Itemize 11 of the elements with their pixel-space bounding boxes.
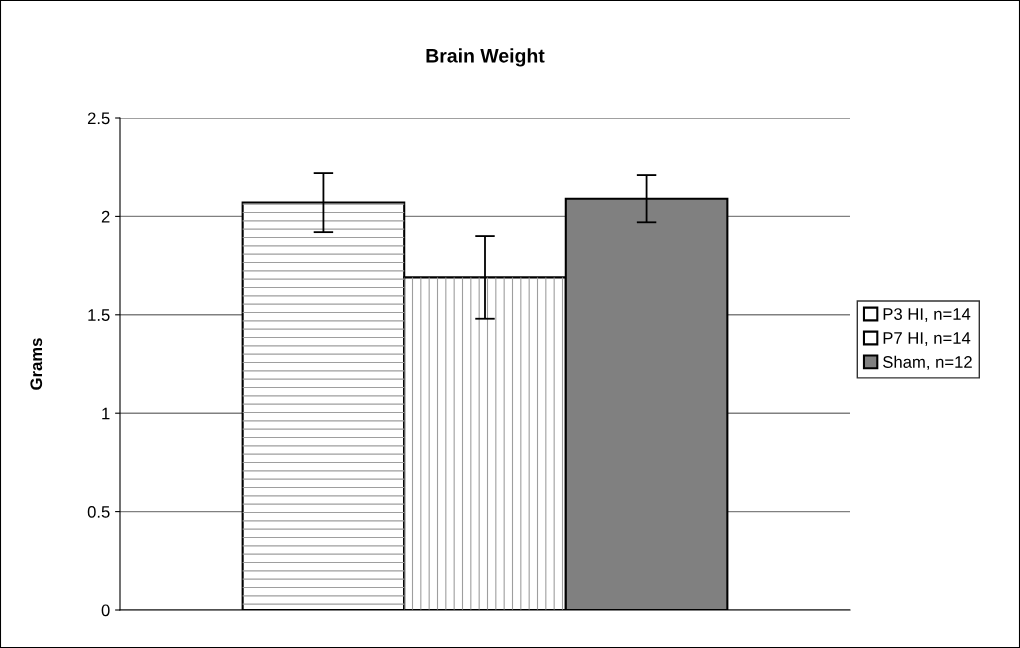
legend-label: P3 HI, n=14 bbox=[883, 308, 971, 322]
y-tick-label: 1 bbox=[102, 407, 110, 420]
y-tick-label: 1.5 bbox=[88, 309, 110, 321]
chart-title: Brain Weight bbox=[426, 48, 545, 67]
y-tick-label: 2 bbox=[101, 210, 110, 223]
legend-label: P7 HI, n=14 bbox=[883, 332, 971, 346]
y-tick-label: 0.5 bbox=[87, 506, 110, 518]
y-axis-title: Grams bbox=[30, 338, 43, 390]
y-tick-label: 0 bbox=[101, 604, 110, 617]
y-tick-label: 2.5 bbox=[87, 112, 110, 125]
legend-label: Sham, n=12 bbox=[883, 355, 972, 370]
